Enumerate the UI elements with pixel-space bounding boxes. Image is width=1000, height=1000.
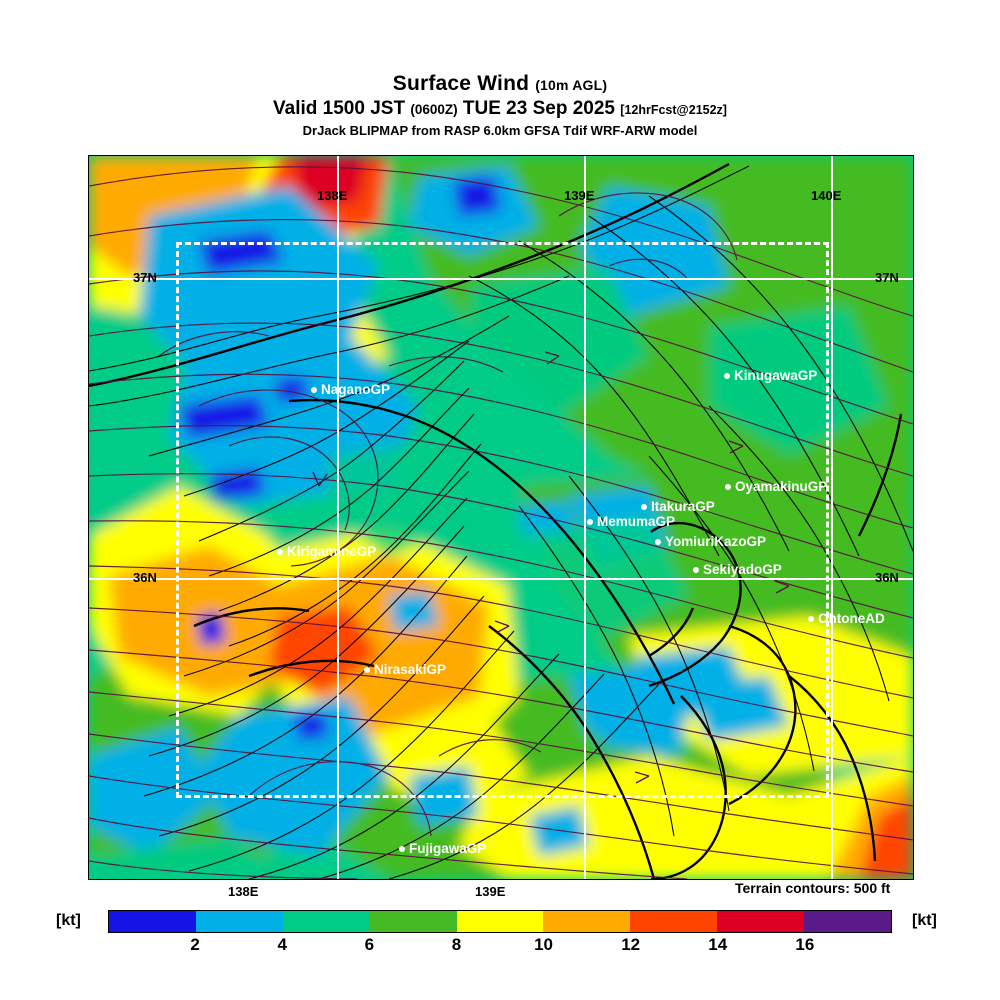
valid-date: TUE 23 Sep 2025: [462, 98, 615, 119]
map-canvas: [89, 156, 913, 879]
colorbar-segment-6: [630, 911, 718, 932]
station-marker-dot: [725, 483, 731, 490]
lon-label-138E-top: 138E: [317, 188, 348, 203]
station-marker-dot: [364, 666, 370, 673]
station-marker-dot: [693, 566, 699, 573]
colorbar-segment-3: [369, 911, 457, 932]
station-label: NaganoGP: [321, 382, 391, 397]
station-label: KinugawaGP: [734, 368, 818, 383]
valid-time-utc: (0600Z): [410, 102, 458, 117]
colorbar: [kt] [kt] 2 4 6 8 10 12 14 16: [0, 905, 1000, 965]
model-credit: DrJack BLIPMAP from RASP 6.0km GFSA Tdif…: [302, 123, 698, 138]
title-block: Surface Wind (10m AGL) Valid 1500 JST (0…: [0, 72, 1000, 140]
lat-label-37N-left: 37N: [133, 270, 157, 285]
colorbar-tick-2: 2: [190, 935, 200, 954]
station-ohtone-ad[interactable]: OhtoneAD: [808, 611, 885, 626]
colorbar-segment-4: [456, 911, 544, 932]
gridline-36N: [89, 578, 913, 580]
colorbar-tick-4: 4: [277, 935, 287, 954]
lat-label-37N-right: 37N: [875, 270, 899, 285]
station-marker-dot: [724, 372, 730, 379]
station-marker-dot: [399, 845, 405, 852]
colorbar-segment-5: [543, 911, 631, 932]
lat-label-36N-left: 36N: [133, 570, 157, 585]
gridline-140E: [831, 156, 833, 879]
station-label: SekiyadoGP: [703, 562, 782, 577]
forecast-domain-box: [176, 242, 829, 798]
colorbar-segment-8: [804, 911, 892, 932]
station-yomiurikazo[interactable]: YomiuriKazoGP: [655, 534, 766, 549]
station-sekiyado[interactable]: SekiyadoGP: [693, 562, 782, 577]
station-label: OhtoneAD: [818, 611, 885, 626]
station-label: MemumaGP: [597, 514, 676, 529]
colorbar-scale[interactable]: [108, 910, 892, 933]
wind-field-raster: [89, 156, 913, 879]
colorbar-tick-14: 14: [708, 935, 728, 954]
station-marker-dot: [277, 548, 283, 555]
lon-label-138E-bottom: 138E: [228, 884, 259, 899]
colorbar-tick-12: 12: [621, 935, 641, 954]
colorbar-tick-16: 16: [795, 935, 815, 954]
colorbar-segment-1: [195, 911, 283, 932]
station-marker-dot: [641, 503, 647, 510]
station-label: ItakuraGP: [651, 499, 715, 514]
title-line-1: Surface Wind (10m AGL): [0, 72, 1000, 97]
terrain-contour-note: Terrain contours: 500 ft: [735, 880, 891, 896]
station-nirasaki[interactable]: NirasakiGP: [364, 662, 446, 677]
station-memuma[interactable]: MemumaGP: [587, 514, 675, 529]
station-label: NirasakiGP: [374, 662, 447, 677]
gridline-139E: [584, 156, 586, 879]
station-nagano[interactable]: NaganoGP: [311, 382, 390, 397]
lon-label-139E-bottom: 139E: [475, 884, 506, 899]
lon-label-140E-top: 140E: [811, 188, 842, 203]
colorbar-segment-7: [717, 911, 805, 932]
station-kirigamine[interactable]: KirigamineGP: [277, 544, 376, 559]
station-oyamakinu[interactable]: OyamakinuGP: [725, 479, 827, 494]
station-fujigawa[interactable]: FujigawaGP: [399, 841, 486, 856]
station-marker-dot: [311, 386, 317, 393]
station-marker-dot: [587, 518, 593, 525]
lon-label-139E-top: 139E: [564, 188, 595, 203]
title-main: Surface Wind: [392, 72, 530, 95]
colorbar-tick-8: 8: [451, 935, 462, 954]
station-itakura[interactable]: ItakuraGP: [641, 499, 715, 514]
station-label: KirigamineGP: [287, 544, 377, 559]
colorbar-segment-0: [109, 911, 196, 932]
station-kinugawa[interactable]: KinugawaGP: [724, 368, 817, 383]
colorbar-tick-10: 10: [534, 935, 554, 954]
lat-label-36N-right: 36N: [875, 570, 899, 585]
station-marker-dot: [808, 615, 814, 622]
title-line-2: Valid 1500 JST (0600Z) TUE 23 Sep 2025 […: [0, 97, 1000, 122]
valid-time: Valid 1500 JST: [273, 98, 406, 119]
colorbar-unit-left: [kt]: [56, 912, 81, 929]
station-marker-dot: [655, 538, 661, 545]
station-label: YomiuriKazoGP: [665, 534, 767, 549]
forecast-stamp: [12hrFcst@2152z]: [620, 103, 727, 117]
title-altitude: (10m AGL): [535, 77, 608, 93]
colorbar-segment-2: [282, 911, 370, 932]
gridline-138E: [337, 156, 339, 879]
station-label: OyamakinuGP: [735, 479, 828, 494]
station-label: FujigawaGP: [409, 841, 487, 856]
wind-map[interactable]: 138E 139E 140E 37N 37N 36N 36N NaganoGP …: [88, 155, 914, 880]
colorbar-unit-right: [kt]: [912, 912, 937, 929]
colorbar-tick-6: 6: [364, 935, 375, 954]
gridline-37N: [89, 278, 913, 280]
